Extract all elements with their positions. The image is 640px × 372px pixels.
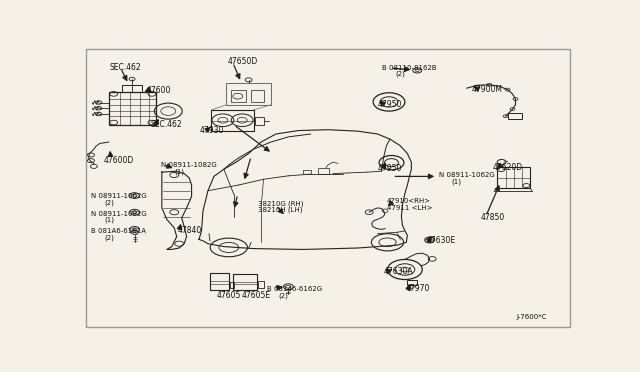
Bar <box>508 113 522 119</box>
Text: 47911 <LH>: 47911 <LH> <box>387 205 432 211</box>
Text: J-7600*C: J-7600*C <box>516 314 547 320</box>
Text: 47620D: 47620D <box>493 163 523 172</box>
Bar <box>303 170 310 174</box>
Bar <box>227 83 271 105</box>
Text: 47840: 47840 <box>178 226 202 235</box>
Text: SEC.462: SEC.462 <box>110 63 141 72</box>
Bar <box>408 280 417 285</box>
Text: (1): (1) <box>105 217 115 224</box>
Bar <box>211 110 253 131</box>
Text: (1): (1) <box>451 178 461 185</box>
Text: 47600: 47600 <box>147 86 172 95</box>
Text: 47630E: 47630E <box>426 236 455 245</box>
Text: 47950: 47950 <box>378 100 402 109</box>
Text: 47600D: 47600D <box>104 156 134 165</box>
Text: 47650D: 47650D <box>228 57 258 66</box>
Bar <box>231 90 246 102</box>
Bar <box>257 281 264 288</box>
Bar <box>233 275 257 290</box>
Text: (1): (1) <box>174 169 184 175</box>
Bar <box>109 92 156 125</box>
Text: 47910<RH>: 47910<RH> <box>387 198 431 204</box>
Text: B 081A6-6161A: B 081A6-6161A <box>91 228 146 234</box>
Text: (2): (2) <box>105 234 115 241</box>
Text: 47850: 47850 <box>481 212 505 222</box>
Text: (2): (2) <box>395 71 405 77</box>
Text: (2): (2) <box>278 292 288 298</box>
Bar <box>255 117 264 125</box>
Text: 38210G (RH): 38210G (RH) <box>257 201 303 207</box>
Bar <box>497 167 531 189</box>
Text: 47930: 47930 <box>200 126 224 135</box>
Bar <box>251 90 264 102</box>
Text: N 08911-1082G: N 08911-1082G <box>161 162 216 168</box>
Bar <box>230 282 234 288</box>
Text: SEC.462: SEC.462 <box>151 121 182 129</box>
Text: 47605: 47605 <box>216 291 241 300</box>
Text: 47605E: 47605E <box>241 291 270 300</box>
Text: 47900M: 47900M <box>472 84 503 93</box>
Text: 47970: 47970 <box>405 284 429 293</box>
Text: B 08110-8162B: B 08110-8162B <box>381 65 436 71</box>
Text: (2): (2) <box>105 200 115 206</box>
Text: 38210H (LH): 38210H (LH) <box>257 207 302 214</box>
Bar <box>318 169 329 174</box>
Text: N 08911-1062G: N 08911-1062G <box>438 172 494 178</box>
Text: N 08911-1082G: N 08911-1082G <box>91 211 147 217</box>
Text: N 08911-1062G: N 08911-1062G <box>91 193 147 199</box>
Bar <box>210 273 229 289</box>
Text: 47630A: 47630A <box>383 267 413 276</box>
Text: B 08146-6162G: B 08146-6162G <box>268 286 323 292</box>
Text: 47950: 47950 <box>378 164 402 173</box>
Bar <box>122 85 142 92</box>
